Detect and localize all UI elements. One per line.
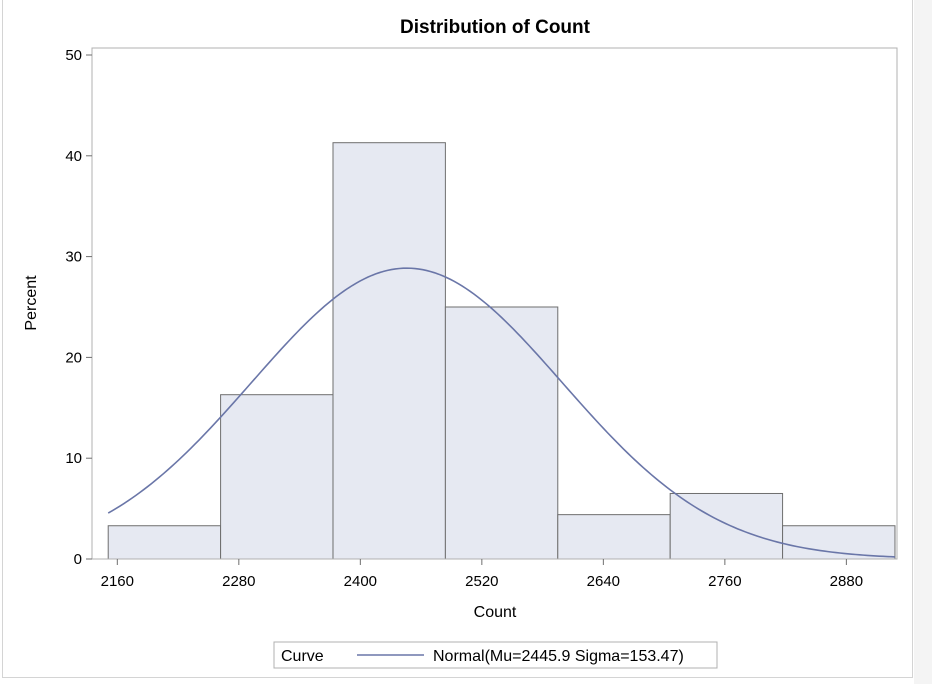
y-tick-label: 50 bbox=[65, 47, 82, 64]
legend: Curve Normal(Mu=2445.9 Sigma=153.47) bbox=[273, 641, 718, 669]
x-tick-label: 2280 bbox=[222, 573, 255, 590]
x-tick-label: 2880 bbox=[830, 573, 863, 590]
histogram-bar bbox=[444, 306, 559, 560]
histogram-bar bbox=[107, 525, 222, 560]
legend-entry-normal: Normal(Mu=2445.9 Sigma=153.47) bbox=[433, 648, 684, 665]
histogram-bar bbox=[332, 142, 446, 560]
scroll-strip bbox=[914, 0, 932, 684]
x-tick-label: 2160 bbox=[101, 573, 134, 590]
histogram-bar bbox=[669, 492, 784, 560]
x-tick-label: 2640 bbox=[587, 573, 620, 590]
x-tick-label: 2760 bbox=[708, 573, 741, 590]
y-tick-label: 30 bbox=[65, 249, 82, 266]
legend-box bbox=[273, 641, 718, 669]
y-tick-label: 20 bbox=[65, 349, 82, 366]
y-axis-label: Percent bbox=[23, 275, 40, 331]
plot-frame bbox=[91, 47, 898, 560]
histogram-bar bbox=[220, 394, 334, 560]
y-tick-label: 0 bbox=[74, 551, 82, 568]
x-tick-label: 2400 bbox=[344, 573, 377, 590]
y-tick-label: 40 bbox=[65, 148, 82, 165]
histogram-bar bbox=[557, 514, 671, 560]
legend-title: Curve bbox=[281, 648, 324, 665]
normal-curve bbox=[107, 267, 896, 558]
histogram-bar bbox=[782, 525, 896, 560]
chart-title: Distribution of Count bbox=[400, 17, 591, 38]
y-tick-label: 10 bbox=[65, 450, 82, 467]
x-tick-label: 2520 bbox=[465, 573, 498, 590]
x-axis-label: Count bbox=[474, 604, 517, 621]
